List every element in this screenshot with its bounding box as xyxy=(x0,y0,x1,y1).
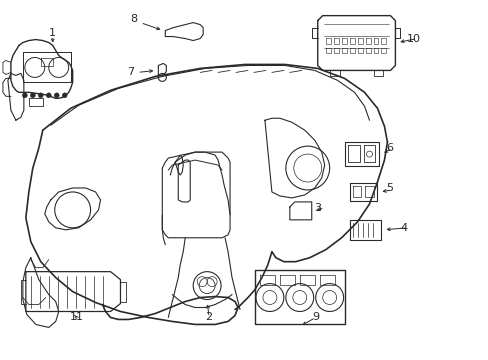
Circle shape xyxy=(30,93,35,98)
Text: 10: 10 xyxy=(406,33,420,44)
Circle shape xyxy=(38,93,43,98)
Text: 8: 8 xyxy=(130,14,137,24)
Circle shape xyxy=(62,93,67,98)
Circle shape xyxy=(46,93,51,98)
Circle shape xyxy=(54,93,59,98)
Text: 2: 2 xyxy=(205,312,212,323)
Text: 3: 3 xyxy=(314,203,321,213)
Text: 4: 4 xyxy=(400,223,407,233)
Text: 7: 7 xyxy=(126,67,134,77)
Text: 11: 11 xyxy=(69,312,83,323)
Text: 5: 5 xyxy=(385,183,392,193)
Text: 6: 6 xyxy=(385,143,392,153)
Circle shape xyxy=(22,93,27,98)
Text: 1: 1 xyxy=(49,28,56,37)
Text: 9: 9 xyxy=(311,312,319,323)
